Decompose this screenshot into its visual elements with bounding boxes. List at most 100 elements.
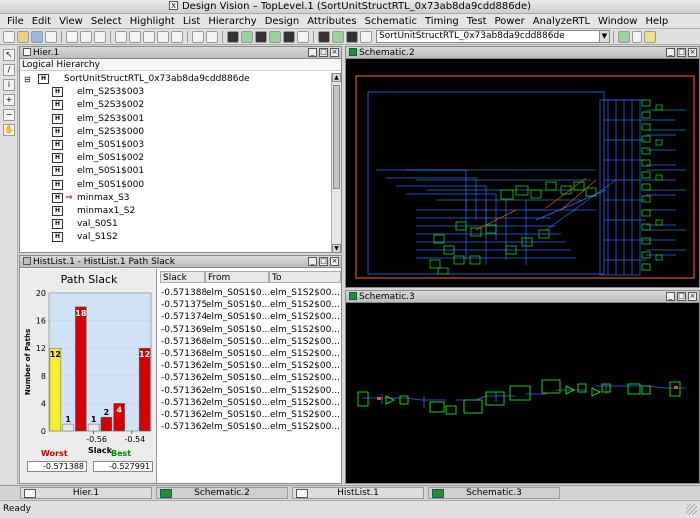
resize-grip-icon[interactable] xyxy=(686,504,697,515)
help-icon[interactable] xyxy=(644,30,656,43)
schematic-3-canvas[interactable] xyxy=(346,304,699,484)
design-select-dropdown[interactable]: SortUnitStructRTL_0x73ab8da9cdd886de ▼ xyxy=(376,30,610,43)
list-icon[interactable] xyxy=(360,30,372,43)
timing-report-icon[interactable] xyxy=(346,30,358,43)
save-icon[interactable] xyxy=(31,30,43,43)
table-row[interactable]: -0.571369 elm_S0S1$0... elm_S1S2$00... xyxy=(160,324,341,336)
scroll-down-icon[interactable]: ▼ xyxy=(332,244,341,253)
close-button[interactable]: × xyxy=(688,48,697,57)
print-icon[interactable] xyxy=(45,30,57,43)
menu-list[interactable]: List xyxy=(182,15,201,27)
menu-view[interactable]: View xyxy=(59,15,83,27)
minimize-button[interactable]: _ xyxy=(308,257,317,266)
design-view-icon[interactable] xyxy=(618,30,630,43)
menu-schematic[interactable]: Schematic xyxy=(364,15,417,27)
open-folder-icon[interactable] xyxy=(17,30,29,43)
new-schematic-icon[interactable] xyxy=(318,30,330,43)
scroll-up-icon[interactable]: ▲ xyxy=(332,73,341,82)
minimize-button[interactable]: _ xyxy=(308,48,317,57)
maximize-button[interactable]: □ xyxy=(319,257,328,266)
menu-edit[interactable]: Edit xyxy=(31,15,52,27)
copy-icon[interactable] xyxy=(80,30,92,43)
menu-power[interactable]: Power xyxy=(494,15,525,27)
new-symbol-icon[interactable] xyxy=(332,30,344,43)
menu-help[interactable]: Help xyxy=(645,15,669,27)
hand-pan-icon[interactable]: ✋ xyxy=(3,124,15,136)
zoom-box-icon[interactable] xyxy=(157,30,169,43)
column-header-slack[interactable]: Slack xyxy=(160,271,205,283)
symbol-view-icon[interactable] xyxy=(241,30,253,43)
schematic-2-canvas[interactable] xyxy=(346,60,699,288)
scroll-thumb[interactable] xyxy=(333,85,340,189)
design-options-icon[interactable] xyxy=(632,30,642,43)
table-row[interactable]: -0.571368 elm_S0S1$0... elm_S1S2$00... xyxy=(160,336,341,348)
select-arrow-icon[interactable] xyxy=(3,30,15,43)
pointer-icon[interactable]: ↖ xyxy=(3,49,15,61)
info-icon[interactable]: i xyxy=(3,79,15,91)
cell-schematic-icon[interactable] xyxy=(283,30,295,43)
minimize-button[interactable]: _ xyxy=(666,292,675,301)
zoom-in-icon[interactable] xyxy=(115,30,127,43)
hier-vertical-scrollbar[interactable]: ▲ ▼ xyxy=(331,73,341,253)
task-schematic-3[interactable]: Schematic.3 xyxy=(428,487,560,499)
table-row[interactable]: -0.571362 elm_S0S1$0... elm_S1S2$00... xyxy=(160,360,341,372)
close-button[interactable]: × xyxy=(330,257,339,266)
zoom-out-icon[interactable] xyxy=(129,30,141,43)
zoom-fit-icon[interactable] xyxy=(143,30,155,43)
menu-analyzertl[interactable]: AnalyzeRTL xyxy=(532,15,591,27)
path-schematic-icon[interactable] xyxy=(269,30,281,43)
menu-timing[interactable]: Timing xyxy=(425,15,459,27)
maximize-button[interactable]: □ xyxy=(677,48,686,57)
task-hier[interactable]: Hier.1 xyxy=(20,487,152,499)
table-row[interactable]: -0.571368 elm_S0S1$0... elm_S1S2$00... xyxy=(160,348,341,360)
zoom-out-tool-icon[interactable]: − xyxy=(3,109,15,121)
histogram-icon[interactable] xyxy=(297,30,309,43)
menu-hierarchy[interactable]: Hierarchy xyxy=(208,15,257,27)
column-header-to[interactable]: To xyxy=(269,271,341,283)
collapse-toggle-icon[interactable]: ⊟ xyxy=(24,75,31,84)
pan-icon[interactable] xyxy=(171,30,183,43)
zoom-in-tool-icon[interactable]: + xyxy=(3,94,15,106)
tree-root-row[interactable]: ⊟ H SortUnitStructRTL_0x73ab8da9cdd886de xyxy=(20,73,331,86)
menu-file[interactable]: File xyxy=(7,15,24,27)
menu-attributes[interactable]: Attributes xyxy=(307,15,357,27)
back-arrow-icon[interactable] xyxy=(192,30,204,43)
column-header-from[interactable]: From xyxy=(205,271,269,283)
table-row[interactable]: -0.571375 elm_S0S1$0... elm_S1S2$00... xyxy=(160,299,341,311)
task-schematic-2[interactable]: Schematic.2 xyxy=(156,487,288,499)
table-row[interactable]: -0.571362 elm_S0S1$0... elm_S1S2$00... xyxy=(160,409,341,421)
task-histlist[interactable]: HistList.1 xyxy=(292,487,424,499)
cut-icon[interactable] xyxy=(66,30,78,43)
table-row[interactable]: -0.571374 elm_S0S1$0... elm_S1S2$00... xyxy=(160,311,341,323)
table-row[interactable]: -0.571388 elm_S0S1$0... elm_S1S2$00... xyxy=(160,287,341,299)
table-row[interactable]: -0.571362 elm_S0S1$0... elm_S1S2$00... xyxy=(160,385,341,397)
close-button[interactable]: × xyxy=(330,48,339,57)
menu-highlight[interactable]: Highlight xyxy=(129,15,175,27)
paste-icon[interactable] xyxy=(94,30,106,43)
pencil-icon[interactable]: / xyxy=(3,64,15,76)
maximize-button[interactable]: □ xyxy=(677,292,686,301)
menu-design[interactable]: Design xyxy=(264,15,300,27)
menu-test[interactable]: Test xyxy=(466,15,487,27)
schematic-hier-icon[interactable] xyxy=(255,30,267,43)
forward-arrow-icon[interactable] xyxy=(206,30,218,43)
table-row[interactable]: -0.571362 elm_S0S1$0... elm_S1S2$00... xyxy=(160,421,341,433)
schematic-view-icon[interactable] xyxy=(227,30,239,43)
table-row[interactable]: -0.571362 elm_S0S1$0... elm_S1S2$00... xyxy=(160,372,341,384)
minimize-button[interactable]: _ xyxy=(666,48,675,57)
close-button[interactable]: × xyxy=(688,292,697,301)
tree-item[interactable]: H ⇒ minmax_S3 xyxy=(20,192,331,205)
menu-select[interactable]: Select xyxy=(90,15,122,27)
